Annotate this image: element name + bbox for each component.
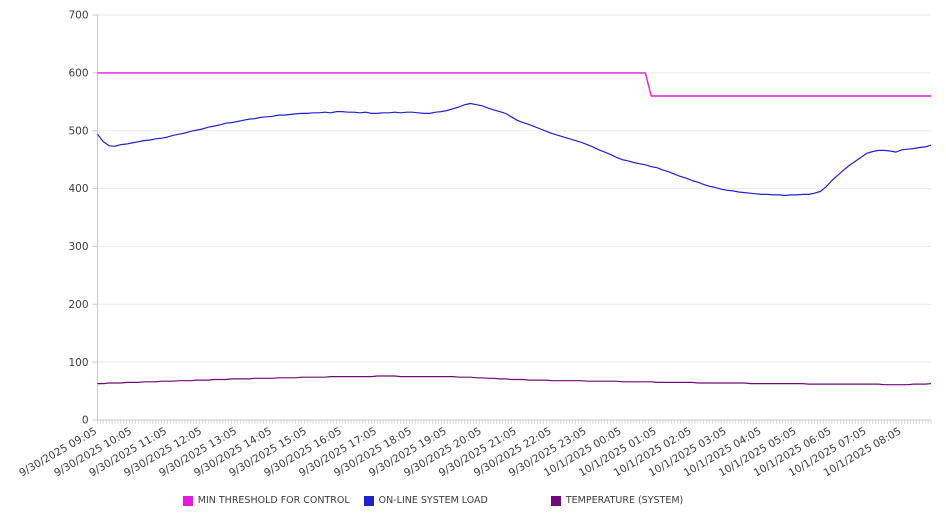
legend-item-min-threshold: MIN THRESHOLD FOR CONTROL: [182, 495, 350, 506]
series-on-line-system-load: [97, 102, 932, 197]
y-tick-label: 100: [68, 357, 88, 369]
x-axis-labels: 9/30/2025 09:059/30/2025 10:059/30/2025 …: [17, 425, 903, 479]
y-tick-label: 200: [68, 299, 88, 311]
legend-item-temperature: TEMPERATURE (SYSTEM): [550, 495, 684, 506]
series-min-threshold-for-control: [97, 72, 931, 97]
y-tick-label: 400: [68, 183, 88, 195]
y-axis-labels: 0 100 200 300 400 500 600 700: [68, 10, 98, 427]
min-threshold-swatch-icon: [182, 495, 193, 506]
y-gridlines: [97, 14, 931, 363]
legend-item-online-system-load: ON-LINE SYSTEM LOAD: [363, 495, 488, 506]
legend-label-min-threshold: MIN THRESHOLD FOR CONTROL: [197, 495, 350, 506]
x-minor-ticks: [97, 420, 932, 424]
y-tick-label: 500: [68, 125, 88, 137]
series-temperature-system: [97, 375, 932, 386]
legend-label-temperature: TEMPERATURE (SYSTEM): [565, 495, 684, 506]
temperature-swatch-icon: [550, 495, 561, 506]
legend-label-online-system-load: ON-LINE SYSTEM LOAD: [378, 495, 488, 506]
legend: MIN THRESHOLD FOR CONTROL ON-LINE SYSTEM…: [0, 495, 866, 506]
y-tick-label: 300: [68, 241, 88, 253]
online-system-load-swatch-icon: [363, 495, 374, 506]
axes: [97, 15, 931, 421]
y-tick-label: 0: [82, 415, 89, 427]
y-tick-label: 700: [68, 10, 88, 22]
line-chart: 0 100 200 300 400 500 600 700 9/30/2025 09:059/3…: [17, 10, 932, 479]
y-tick-label: 600: [68, 68, 88, 80]
